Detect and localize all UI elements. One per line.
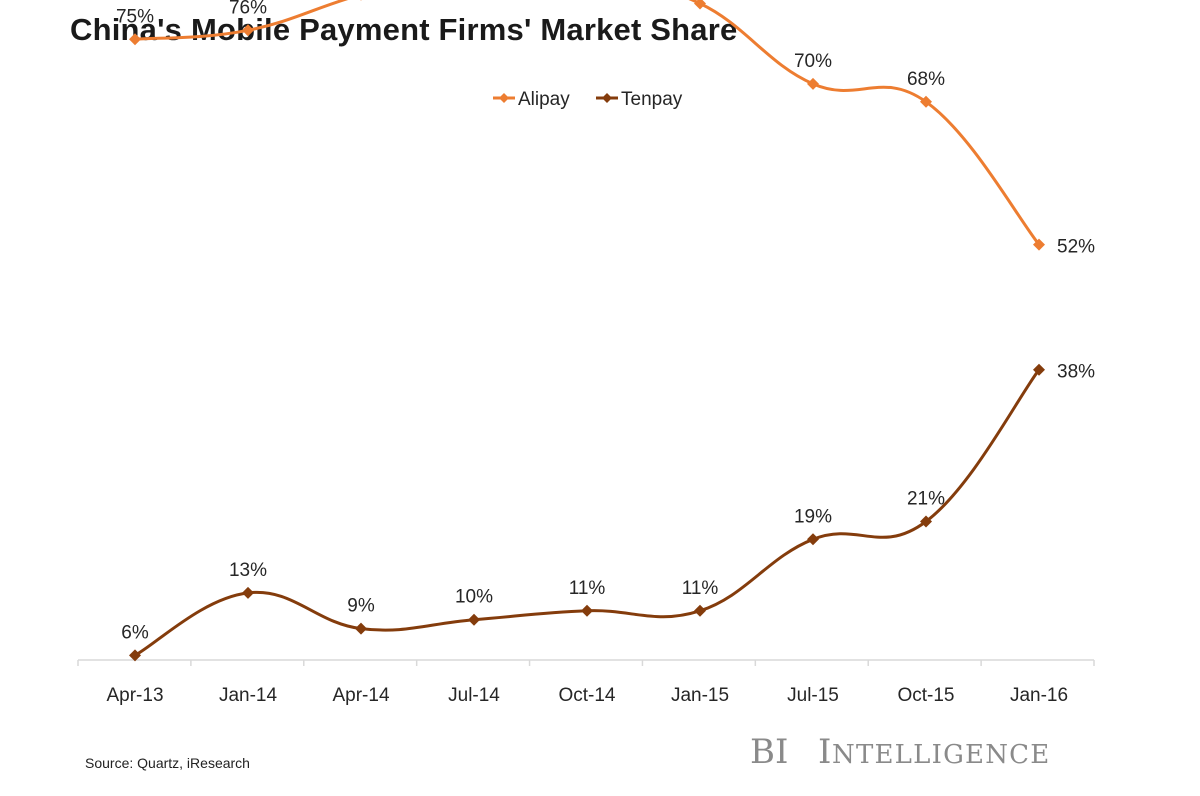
alipay-point <box>920 95 932 108</box>
x-tick-label: Jan-15 <box>671 685 729 706</box>
series-lines <box>134 0 1041 657</box>
alipay-point <box>129 33 141 46</box>
tenpay-data-label: 21% <box>907 489 945 510</box>
brand-initials: BI <box>750 732 788 770</box>
brand-big-letter: I <box>818 732 831 770</box>
tenpay-line <box>134 368 1041 657</box>
alipay-point <box>807 77 819 90</box>
x-tick-label: Jan-14 <box>219 685 278 706</box>
alipay-point <box>242 24 254 37</box>
data-points <box>129 0 1045 662</box>
chart-title: China's Mobile Payment Firms' Market Sha… <box>70 12 738 47</box>
tenpay-data-label: 9% <box>347 596 375 617</box>
legend-marker-tenpay <box>602 93 612 103</box>
brand-rest: NTELLIGENCE <box>832 740 1050 770</box>
tenpay-data-label: 19% <box>794 506 832 527</box>
tenpay-point <box>1033 363 1045 376</box>
x-axis: Apr-13 Jan-14 Apr-14 Jul-14 Oct-14 Jan-15 Jul-… <box>77 659 1095 706</box>
alipay-data-label: 76% <box>229 0 267 18</box>
tenpay-point <box>694 604 706 617</box>
tenpay-data-label: 11% <box>569 578 606 599</box>
alipay-data-label: 70% <box>794 51 832 72</box>
chart-legend: Alipay Tenpay <box>493 89 683 110</box>
tenpay-point <box>129 649 141 662</box>
tenpay-point <box>920 515 932 528</box>
tenpay-data-label: 38% <box>1057 362 1095 383</box>
x-tick-label: Jul-15 <box>787 685 839 706</box>
tenpay-point <box>468 613 480 626</box>
tenpay-point <box>581 604 593 617</box>
legend-label-alipay: Alipay <box>518 89 570 110</box>
alipay-point <box>360 0 362 1</box>
alipay-line <box>134 0 1041 246</box>
legend-label-tenpay: Tenpay <box>621 89 683 110</box>
tenpay-point <box>242 586 254 599</box>
tenpay-data-label: 10% <box>455 587 493 608</box>
alipay-data-label: 75% <box>116 6 154 27</box>
x-tick-label: Apr-13 <box>106 685 163 706</box>
tenpay-point <box>355 622 367 635</box>
x-tick-label: Oct-14 <box>558 685 615 706</box>
tenpay-data-label: 11% <box>682 578 719 599</box>
alipay-data-label: 52% <box>1057 237 1095 258</box>
alipay-data-label: 68% <box>907 69 945 90</box>
legend-marker-alipay <box>499 93 509 103</box>
bi-intelligence-logo: BI I NTELLIGENCE <box>750 732 1050 770</box>
tenpay-point <box>807 533 819 546</box>
x-tick-label: Jan-16 <box>1010 685 1068 706</box>
data-labels: 75%76%80%83%82%79%70%68%52%6%13%9%10%11%… <box>116 0 1095 643</box>
source-note: Source: Quartz, iResearch <box>85 755 250 771</box>
tenpay-data-label: 6% <box>121 622 149 643</box>
x-tick-label: Jul-14 <box>448 685 500 706</box>
x-tick-label: Apr-14 <box>332 685 389 706</box>
x-tick-label: Oct-15 <box>897 685 954 706</box>
alipay-point <box>1033 238 1045 251</box>
tenpay-data-label: 13% <box>229 560 267 581</box>
alipay-point <box>694 0 706 10</box>
